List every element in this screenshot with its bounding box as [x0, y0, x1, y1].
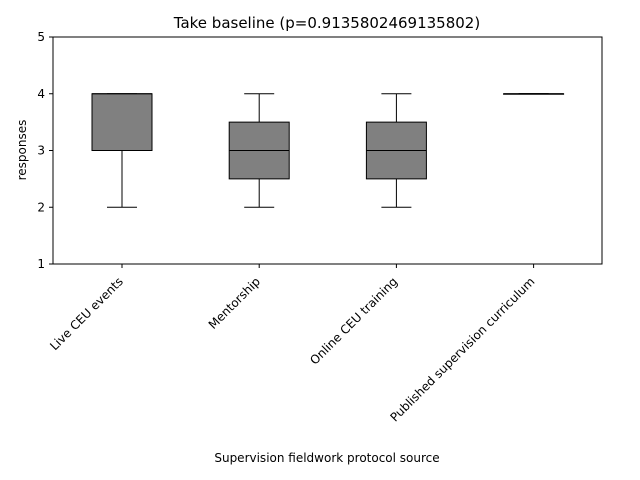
- x-axis-label: Supervision fieldwork protocol source: [214, 451, 439, 465]
- y-tick-label: 2: [37, 200, 45, 214]
- x-tick-label: Online CEU training: [307, 274, 400, 367]
- x-tick-label: Mentorship: [206, 274, 263, 331]
- plot-area: 1 2 3 4 5 Live CEU events Mentorship Online CEU…: [37, 30, 565, 425]
- y-tick-label: 4: [37, 87, 45, 101]
- y-tick-label: 5: [37, 30, 45, 44]
- y-tick-label: 3: [37, 144, 45, 158]
- chart-title: Take baseline (p=0.9135802469135802): [173, 14, 480, 32]
- y-tick-label: 1: [37, 257, 45, 271]
- axes-frame: [52, 36, 603, 265]
- y-axis-label: responses: [15, 120, 29, 181]
- x-tick-label: Live CEU events: [47, 274, 126, 353]
- box-iqr: [91, 93, 153, 151]
- x-tick-label: Published supervision curriculum: [387, 274, 537, 424]
